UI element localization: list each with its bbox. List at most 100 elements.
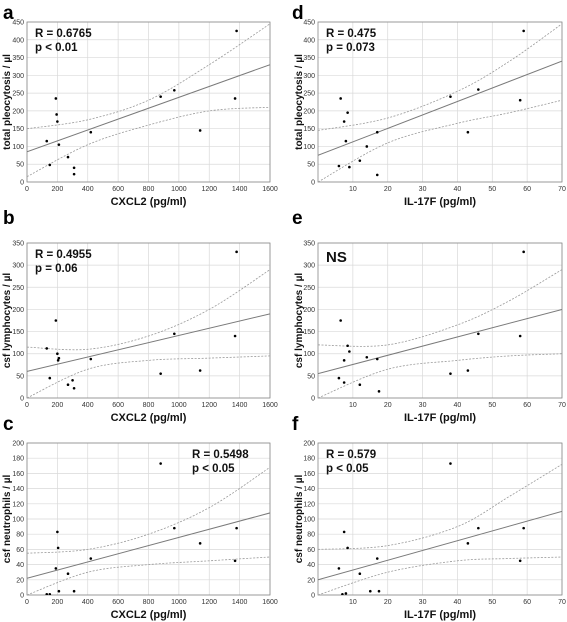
y-tick-label: 350 [303,55,315,62]
y-tick-label: 50 [16,162,24,169]
plot-content [318,250,562,398]
stat-annotation: p = 0.073 [326,42,375,54]
y-tick-label: 250 [12,91,24,98]
data-point [358,159,362,162]
data-point [466,130,470,134]
data-point [56,546,60,550]
y-tick-label: 80 [16,532,24,539]
stat-annotation: R = 0.6765 [35,28,92,40]
data-point [89,357,93,361]
regression-line [318,60,562,156]
panel-letter: c [3,414,14,435]
y-tick-label: 200 [303,307,315,314]
data-point [173,332,176,336]
regression-line [318,510,562,581]
y-tick-label: 100 [303,351,315,358]
x-tick-label: 1400 [232,402,248,409]
data-point [365,355,369,359]
x-axis-label: IL-17F (pg/ml) [404,196,476,208]
data-point [55,113,58,116]
data-point [346,111,349,114]
y-tick-label: 150 [12,126,24,133]
x-tick-label: 60 [523,186,531,193]
plot-frame [317,21,563,183]
ci-upper-line [318,269,562,347]
y-tick-label: 300 [12,263,24,270]
data-point [377,390,381,393]
ci-lower-line [27,355,270,398]
x-tick-label: 0 [25,402,29,409]
data-point [339,97,342,100]
x-tick-label: 60 [523,599,531,606]
regression-line [27,313,270,372]
data-point [342,120,346,123]
data-point [57,143,61,146]
data-point [56,120,59,123]
x-tick-label: 800 [143,402,155,409]
y-axis-label: csf lymphocytes / µl [294,273,305,368]
y-tick-label: 20 [16,577,24,584]
x-tick-label: 30 [419,599,427,606]
data-point [337,567,341,570]
y-tick-label: 250 [303,285,315,292]
data-point [477,526,480,530]
y-tick-label: 140 [12,486,24,493]
data-point [57,356,61,360]
panel-b: 0 50 100 150 200 250 300 350 0 200 400 600 800 1000 12… [2,208,278,424]
ci-lower-line [318,99,562,182]
y-tick-label: 180 [303,456,315,463]
data-point [72,589,76,593]
stat-annotation: R = 0.475 [326,28,377,40]
x-tick-label: 600 [112,402,124,409]
x-axis-label: CXCL2 (pg/ml) [111,196,187,208]
x-tick-label: 1000 [171,186,187,193]
stat-annotation: p < 0.01 [35,42,78,54]
y-tick-label: 250 [303,91,315,98]
y-tick-label: 450 [303,20,315,27]
data-point [518,98,522,102]
y-tick-label: 250 [12,285,24,292]
x-axis-label: CXCL2 (pg/ml) [111,609,187,621]
data-point [66,572,70,576]
x-tick-label: 40 [454,402,462,409]
y-tick-label: 300 [303,73,315,80]
y-tick-label: 450 [12,20,24,27]
data-point [233,334,237,338]
x-tick-label: 200 [52,599,64,606]
y-tick-label: 0 [311,180,315,187]
panel-c: 0 20 40 60 80 100 120 140 160 180 200 0 200 400 600 800… [2,414,278,621]
x-tick-label: 600 [112,599,124,606]
data-point [337,164,341,168]
y-tick-label: 120 [303,501,315,508]
data-point [72,386,76,390]
y-tick-label: 0 [311,593,315,600]
x-tick-label: 50 [488,599,496,606]
data-point [344,139,348,143]
x-tick-label: 1600 [262,186,278,193]
ci-upper-line [27,466,270,554]
data-point [449,462,452,465]
data-point [72,172,76,176]
data-point [344,592,348,595]
x-tick-label: 400 [82,186,94,193]
data-point [342,530,346,534]
stat-annotation: R = 0.579 [326,449,376,461]
y-tick-label: 200 [12,108,24,115]
x-tick-label: 50 [488,186,496,193]
data-point [159,95,162,98]
plot-frame [26,242,271,399]
data-point [358,383,362,387]
x-tick-label: 70 [558,402,566,409]
stat-annotation: R = 0.5498 [192,449,249,461]
y-tick-label: 200 [12,441,24,448]
data-point [466,369,470,372]
y-tick-label: 0 [20,396,24,403]
panel-letter: f [292,414,299,435]
data-point [342,359,346,362]
panel-letter: e [292,208,303,229]
data-point [449,95,452,98]
y-tick-label: 200 [12,307,24,314]
plot-content [27,462,270,595]
data-point [449,372,452,375]
y-tick-label: 40 [16,562,24,569]
